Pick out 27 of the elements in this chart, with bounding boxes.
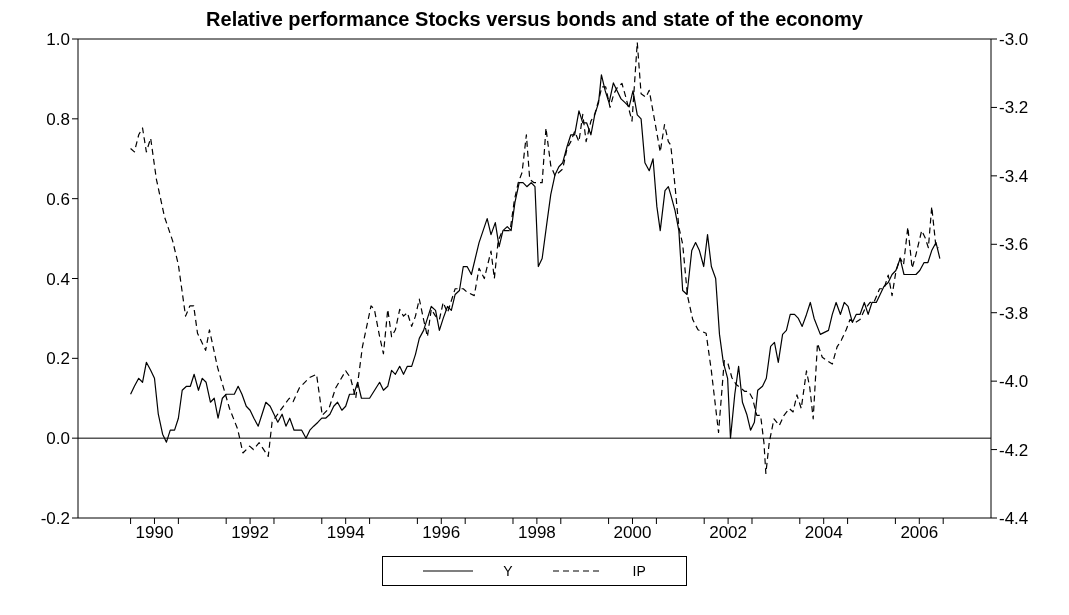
y2-tick-label: -3.2 xyxy=(999,98,1029,118)
y-tick-label: 0.8 xyxy=(46,109,70,129)
y2-tick-label: -4.0 xyxy=(999,372,1029,392)
x-tick-label: 2004 xyxy=(804,523,843,543)
y2-tick-label: -4.2 xyxy=(999,440,1029,460)
y2-tick-label: -3.6 xyxy=(999,235,1029,255)
y-tick-label: 0.2 xyxy=(46,349,70,369)
y2-tick-label: -3.8 xyxy=(999,303,1029,323)
legend-label: Y xyxy=(503,563,513,579)
legend-label: IP xyxy=(632,563,646,579)
chart-title: Relative performance Stocks versus bonds and state of the economy xyxy=(205,8,864,32)
x-tick-label: 2002 xyxy=(709,523,748,543)
y2-tick-label: -3.4 xyxy=(999,166,1029,186)
y-tick-label: 1.0 xyxy=(46,30,70,50)
y-tick-label: 0.0 xyxy=(46,429,70,449)
x-tick-label: 1992 xyxy=(231,523,269,543)
x-tick-label: 2000 xyxy=(613,523,652,543)
y-tick-label: 0.6 xyxy=(46,189,70,209)
y-tick-label: 0.4 xyxy=(46,269,70,289)
x-tick-label: 1994 xyxy=(326,523,365,543)
x-tick-label: 1996 xyxy=(422,523,461,543)
y2-tick-label: -4.4 xyxy=(999,509,1029,529)
y2-tick-label: -3.0 xyxy=(999,30,1029,50)
x-tick-label: 1990 xyxy=(135,523,174,543)
x-tick-label: 2006 xyxy=(900,523,939,543)
y-tick-label: -0.2 xyxy=(40,509,70,529)
x-tick-label: 1998 xyxy=(517,523,556,543)
